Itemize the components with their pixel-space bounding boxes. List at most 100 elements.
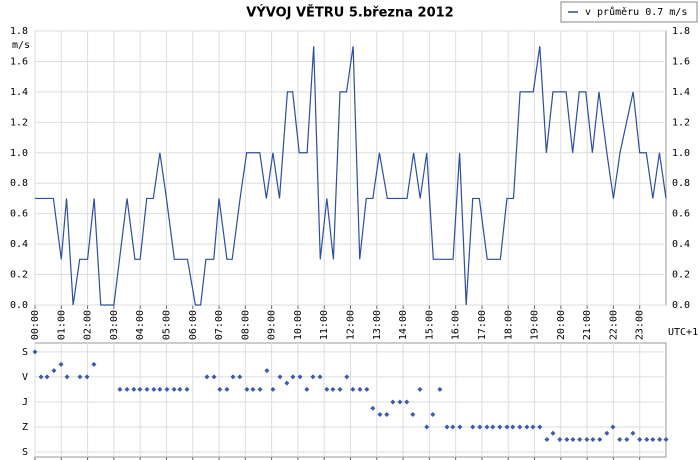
direction-point [324, 386, 330, 392]
direction-point [657, 436, 663, 442]
x-tick-label: 16:00 [451, 310, 462, 340]
direction-point [171, 386, 177, 392]
direction-point [584, 436, 590, 442]
direction-point [344, 374, 350, 380]
y-tick-label: 1.8 [10, 26, 28, 37]
direction-point [437, 386, 443, 392]
direction-point [397, 399, 403, 405]
direction-point [264, 368, 270, 374]
y-tick-label: 0.2 [10, 270, 28, 281]
direction-point [470, 424, 476, 430]
direction-point [450, 424, 456, 430]
y-tick-label: 0.8 [10, 178, 28, 189]
x-tick-label: 13:00 [372, 310, 383, 340]
legend-label: v průměru 0.7 m/s [585, 6, 687, 18]
y-tick-label-right: 0.4 [672, 239, 690, 250]
y-tick-label-right: 1.0 [672, 148, 690, 159]
direction-point [77, 374, 83, 380]
x-tick-label: 19:00 [530, 310, 541, 340]
direction-point [124, 386, 130, 392]
x-tick-label: 21:00 [582, 310, 593, 340]
direction-point [64, 374, 70, 380]
x-tick-label: 03:00 [109, 310, 120, 340]
direction-point [257, 386, 263, 392]
x-tick-label: 09:00 [267, 310, 278, 340]
direction-point [250, 386, 256, 392]
direction-point [164, 386, 170, 392]
y-tick-label: V [22, 372, 28, 383]
y-tick-label: 1.2 [10, 117, 28, 128]
y-tick-label: Z [22, 422, 28, 433]
direction-point [277, 374, 283, 380]
x-tick-label: 22:00 [608, 310, 619, 340]
direction-point [224, 386, 230, 392]
direction-point [570, 436, 576, 442]
direction-point [157, 386, 163, 392]
direction-point [650, 436, 656, 442]
y-tick-label: 0.4 [10, 239, 28, 250]
y-tick-label-right: 0.6 [672, 209, 690, 220]
direction-point [350, 386, 356, 392]
y-tick-label-right: 0.0 [672, 300, 690, 311]
x-tick-label: 18:00 [503, 310, 514, 340]
y-tick-label: 0.6 [10, 209, 28, 220]
direction-point [38, 374, 44, 380]
x-tick-label: 05:00 [161, 310, 172, 340]
direction-point [430, 411, 436, 417]
direction-point [517, 424, 523, 430]
direction-point [297, 374, 303, 380]
y-tick-label-right: 0.8 [672, 178, 690, 189]
x-tick-label: 04:00 [135, 310, 146, 340]
y-tick-label: S [22, 347, 28, 358]
direction-point [211, 374, 217, 380]
direction-point [390, 399, 396, 405]
x-tick-label: 02:00 [83, 310, 94, 340]
direction-point [530, 424, 536, 430]
x-tick-label: 14:00 [398, 310, 409, 340]
direction-point [424, 424, 430, 430]
y-tick-label-right: 1.6 [672, 56, 690, 67]
direction-point [637, 436, 643, 442]
x-tick-label: 00:00 [30, 310, 41, 340]
direction-point [544, 436, 550, 442]
direction-point [404, 399, 410, 405]
direction-point [357, 386, 363, 392]
direction-point [304, 386, 310, 392]
direction-point [184, 386, 190, 392]
direction-point [510, 424, 516, 430]
direction-point [497, 424, 503, 430]
x-tick-label: 11:00 [319, 310, 330, 340]
direction-point [337, 386, 343, 392]
direction-point [91, 361, 97, 367]
y-tick-label-right: 1.2 [672, 117, 690, 128]
direction-point [610, 424, 616, 430]
direction-point [51, 368, 57, 374]
direction-point [151, 386, 157, 392]
direction-point [290, 374, 296, 380]
direction-point [597, 436, 603, 442]
y-tick-label: 1.4 [10, 87, 28, 98]
direction-point [217, 386, 223, 392]
direction-point [457, 424, 463, 430]
direction-point [490, 424, 496, 430]
direction-point [44, 374, 50, 380]
x-tick-label: 15:00 [424, 310, 435, 340]
direction-point [284, 380, 290, 386]
direction-point [270, 386, 276, 392]
direction-point [230, 374, 236, 380]
direction-point [577, 436, 583, 442]
y-tick-label: 1.0 [10, 148, 28, 159]
direction-point [617, 436, 623, 442]
direction-point [330, 386, 336, 392]
legend-box [560, 1, 698, 23]
direction-point [484, 424, 490, 430]
y-tick-label: 1.6 [10, 56, 28, 67]
y-tick-label-right: 1.4 [672, 87, 690, 98]
direction-point [317, 374, 323, 380]
direction-point [564, 436, 570, 442]
direction-point [477, 424, 483, 430]
direction-point [84, 374, 90, 380]
x-tick-label: 01:00 [56, 310, 67, 340]
direction-point [630, 430, 636, 436]
